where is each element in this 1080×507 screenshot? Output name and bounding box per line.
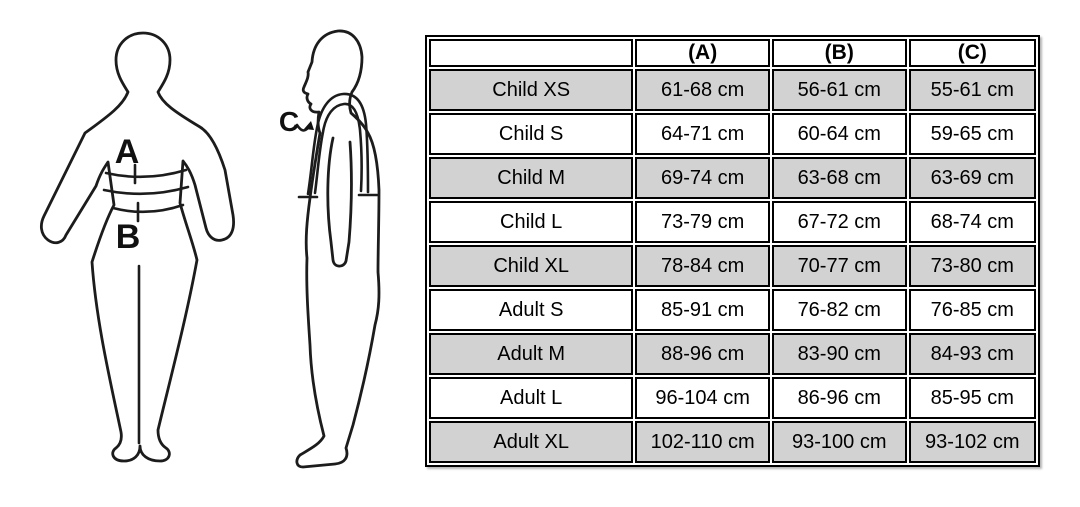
size-cell: Adult M xyxy=(429,333,634,375)
value-cell-b: 56-61 cm xyxy=(771,69,907,111)
value-cell-c: 76-85 cm xyxy=(908,289,1036,331)
value-cell-c: 59-65 cm xyxy=(908,113,1036,155)
size-cell: Child XL xyxy=(429,245,634,287)
label-c-arrowhead xyxy=(304,121,314,130)
value-cell-a: 73-79 cm xyxy=(635,201,770,243)
value-cell-b: 86-96 cm xyxy=(771,377,907,419)
value-cell-b: 76-82 cm xyxy=(771,289,907,331)
value-cell-c: 73-80 cm xyxy=(908,245,1036,287)
measurement-label-c: C xyxy=(279,106,299,137)
table-row: Child M 69-74 cm 63-68 cm 63-69 cm xyxy=(429,157,1036,199)
column-header-b: (B) xyxy=(771,39,907,67)
value-cell-c: 68-74 cm xyxy=(908,201,1036,243)
size-cell: Adult L xyxy=(429,377,634,419)
value-cell-a: 64-71 cm xyxy=(635,113,770,155)
value-cell-a: 61-68 cm xyxy=(635,69,770,111)
table-row: Child S 64-71 cm 60-64 cm 59-65 cm xyxy=(429,113,1036,155)
value-cell-a: 102-110 cm xyxy=(635,421,770,463)
size-cell: Adult S xyxy=(429,289,634,331)
value-cell-c: 63-69 cm xyxy=(908,157,1036,199)
value-cell-b: 93-100 cm xyxy=(771,421,907,463)
value-cell-c: 55-61 cm xyxy=(908,69,1036,111)
value-cell-b: 83-90 cm xyxy=(771,333,907,375)
value-cell-b: 60-64 cm xyxy=(771,113,907,155)
table-row: Adult M 88-96 cm 83-90 cm 84-93 cm xyxy=(429,333,1036,375)
waist-line-b xyxy=(111,203,185,214)
side-arm-outline xyxy=(326,136,353,268)
value-cell-c: 93-102 cm xyxy=(908,421,1036,463)
size-cell: Child XS xyxy=(429,69,634,111)
size-table-container: (A) (B) (C) Child XS 61-68 cm 56-61 cm 5… xyxy=(425,35,1040,467)
table-row: Adult L 96-104 cm 86-96 cm 85-95 cm xyxy=(429,377,1036,419)
torso-strap-c-inner xyxy=(313,102,363,195)
column-header-a: (A) xyxy=(635,39,770,67)
size-cell: Child M xyxy=(429,157,634,199)
table-row: Child L 73-79 cm 67-72 cm 68-74 cm xyxy=(429,201,1036,243)
size-cell: Child L xyxy=(429,201,634,243)
value-cell-b: 63-68 cm xyxy=(771,157,907,199)
value-cell-a: 88-96 cm xyxy=(635,333,770,375)
measurement-figures-diagram: A B C xyxy=(39,29,381,469)
value-cell-a: 78-84 cm xyxy=(635,245,770,287)
measurement-label-b: B xyxy=(116,218,141,256)
size-table: (A) (B) (C) Child XS 61-68 cm 56-61 cm 5… xyxy=(425,35,1040,467)
chest-line-a xyxy=(104,168,188,179)
corner-header-cell xyxy=(429,39,634,67)
value-cell-b: 67-72 cm xyxy=(771,201,907,243)
front-body-outline xyxy=(39,31,235,463)
size-cell: Child S xyxy=(429,113,634,155)
value-cell-a: 96-104 cm xyxy=(635,377,770,419)
value-cell-a: 69-74 cm xyxy=(635,157,770,199)
chest-line-lower xyxy=(102,185,190,196)
torso-strap-c-outer xyxy=(306,92,370,196)
table-row: Adult XL 102-110 cm 93-100 cm 93-102 cm xyxy=(429,421,1036,463)
header-row: (A) (B) (C) xyxy=(429,39,1036,67)
size-cell: Adult XL xyxy=(429,421,634,463)
column-header-c: (C) xyxy=(908,39,1036,67)
measurement-label-a: A xyxy=(115,133,140,171)
front-figure: A B xyxy=(39,31,235,463)
value-cell-b: 70-77 cm xyxy=(771,245,907,287)
table-row: Child XS 61-68 cm 56-61 cm 55-61 cm xyxy=(429,69,1036,111)
side-figure: C xyxy=(279,29,381,469)
value-cell-c: 85-95 cm xyxy=(908,377,1036,419)
value-cell-a: 85-91 cm xyxy=(635,289,770,331)
table-row: Child XL 78-84 cm 70-77 cm 73-80 cm xyxy=(429,245,1036,287)
value-cell-c: 84-93 cm xyxy=(908,333,1036,375)
table-row: Adult S 85-91 cm 76-82 cm 76-85 cm xyxy=(429,289,1036,331)
